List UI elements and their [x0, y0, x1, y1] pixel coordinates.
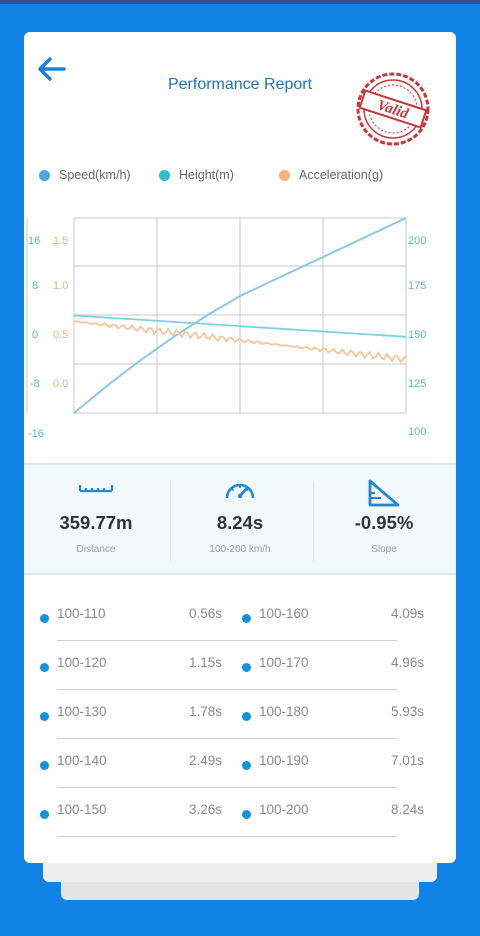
- height-tick: 16: [28, 235, 40, 247]
- bullet-dot: [242, 614, 251, 623]
- accel-tick: 0.5: [53, 329, 68, 341]
- bullet-dot: [242, 663, 251, 672]
- distance-value: 359.77m: [59, 512, 133, 533]
- split-item: 100-140 2.49s: [40, 739, 240, 788]
- slope-icon: [368, 479, 400, 507]
- split-range: 100-150: [57, 802, 107, 817]
- time-value: 8.24s: [216, 512, 264, 533]
- row-divider: [57, 640, 397, 641]
- split-item: 100-200 8.24s: [242, 788, 442, 837]
- height-line: [73, 314, 407, 338]
- ruler-icon: [78, 485, 114, 493]
- back-button[interactable]: [34, 54, 68, 84]
- split-time: 1.15s: [188, 655, 222, 670]
- arrow-left-icon: [38, 57, 66, 81]
- time-label: 100-200 km/h: [209, 544, 271, 555]
- stat-slope: -0.95% Slope: [312, 465, 456, 573]
- split-range: 100-120: [57, 655, 107, 670]
- height-tick: 8: [32, 280, 38, 292]
- chart-legend: Speed(km/h) Height(m) Acceleration(g): [24, 168, 456, 188]
- bullet-dot: [242, 810, 251, 819]
- split-time: 4.96s: [390, 655, 424, 670]
- split-item: 100-170 4.96s: [242, 641, 442, 690]
- speed-line: [73, 217, 407, 414]
- split-item: 100-190 7.01s: [242, 739, 442, 788]
- split-time: 4.09s: [390, 606, 424, 621]
- split-time: 3.26s: [188, 802, 222, 817]
- split-item: 100-150 3.26s: [40, 788, 240, 837]
- report-card: Performance Report Valid Speed(km/h) Hei…: [24, 32, 456, 863]
- speed-tick: 175: [408, 280, 426, 292]
- performance-chart: 16 8 0 -8 -16 1.5 1.0 0.5 0.0 200 175 15…: [26, 217, 426, 440]
- split-range: 100-130: [57, 704, 107, 719]
- accel-tick: 0.0: [53, 378, 68, 390]
- distance-label: Distance: [76, 544, 116, 555]
- speed-tick: 150: [408, 329, 426, 341]
- split-item: 100-120 1.15s: [40, 641, 240, 690]
- legend-speed-dot: [39, 169, 50, 181]
- legend-acceleration: Acceleration(g): [279, 168, 383, 182]
- bullet-dot: [40, 712, 49, 721]
- split-time: 2.49s: [188, 753, 222, 768]
- legend-acceleration-dot: [279, 169, 290, 181]
- legend-height-dot: [159, 169, 170, 181]
- split-range: 100-170: [259, 655, 309, 670]
- split-range: 100-190: [259, 753, 309, 768]
- accel-axis-ticks: 1.5 1.0 0.5 0.0: [53, 235, 68, 390]
- height-tick: -16: [28, 428, 44, 440]
- speedometer-icon: [225, 483, 255, 499]
- split-time: 7.01s: [390, 753, 424, 768]
- status-strip: [0, 0, 480, 4]
- legend-height-label: Height(m): [179, 168, 234, 182]
- chart-series: [73, 217, 407, 414]
- slope-value: -0.95%: [354, 512, 414, 533]
- stats-divider: [313, 481, 314, 561]
- accel-tick: 1.5: [53, 235, 68, 247]
- split-item: 100-110 0.56s: [40, 592, 240, 641]
- split-time: 1.78s: [188, 704, 222, 719]
- bullet-dot: [40, 761, 49, 770]
- valid-stamp: Valid: [354, 70, 432, 148]
- accel-tick: 1.0: [53, 280, 68, 292]
- speed-axis-ticks: 200 175 150 125 100: [408, 235, 426, 438]
- split-range: 100-180: [259, 704, 309, 719]
- bullet-dot: [242, 761, 251, 770]
- page-title: Performance Report: [167, 76, 313, 93]
- split-range: 100-160: [259, 606, 309, 621]
- stat-acceleration-time: 8.24s 100-200 km/h: [168, 465, 312, 573]
- summary-stats: 359.77m Distance 8.24s 100-200 km/h -0.9…: [24, 463, 456, 575]
- bullet-dot: [242, 712, 251, 721]
- slope-label: Slope: [371, 544, 397, 555]
- speed-tick: 100: [408, 426, 426, 438]
- split-range: 100-110: [57, 606, 106, 621]
- legend-height: Height(m): [159, 168, 234, 182]
- row-divider: [57, 689, 397, 690]
- stat-distance: 359.77m Distance: [24, 465, 168, 573]
- row-divider: [57, 738, 397, 739]
- bullet-dot: [40, 663, 49, 672]
- chart-grid: [26, 217, 407, 414]
- legend-acceleration-label: Acceleration(g): [299, 168, 384, 182]
- split-range: 100-140: [57, 753, 107, 768]
- split-item: 100-180 5.93s: [242, 690, 442, 739]
- height-tick: -8: [30, 378, 40, 390]
- height-axis-ticks: 16 8 0 -8 -16: [28, 235, 44, 440]
- split-time: 0.56s: [188, 606, 222, 621]
- split-time: 5.93s: [390, 704, 424, 719]
- row-divider: [57, 836, 397, 837]
- split-range: 100-200: [259, 802, 309, 817]
- bullet-dot: [40, 810, 49, 819]
- row-divider: [57, 787, 397, 788]
- bullet-dot: [40, 614, 49, 623]
- legend-speed: Speed(km/h): [39, 168, 131, 182]
- stats-divider: [170, 481, 171, 561]
- speed-tick: 200: [408, 235, 426, 247]
- speed-tick: 125: [408, 378, 426, 390]
- split-time: 8.24s: [390, 802, 424, 817]
- height-tick: 0: [32, 329, 38, 341]
- split-item: 100-160 4.09s: [242, 592, 442, 641]
- acceleration-line: [73, 320, 407, 364]
- split-item: 100-130 1.78s: [40, 690, 240, 739]
- legend-speed-label: Speed(km/h): [59, 168, 131, 182]
